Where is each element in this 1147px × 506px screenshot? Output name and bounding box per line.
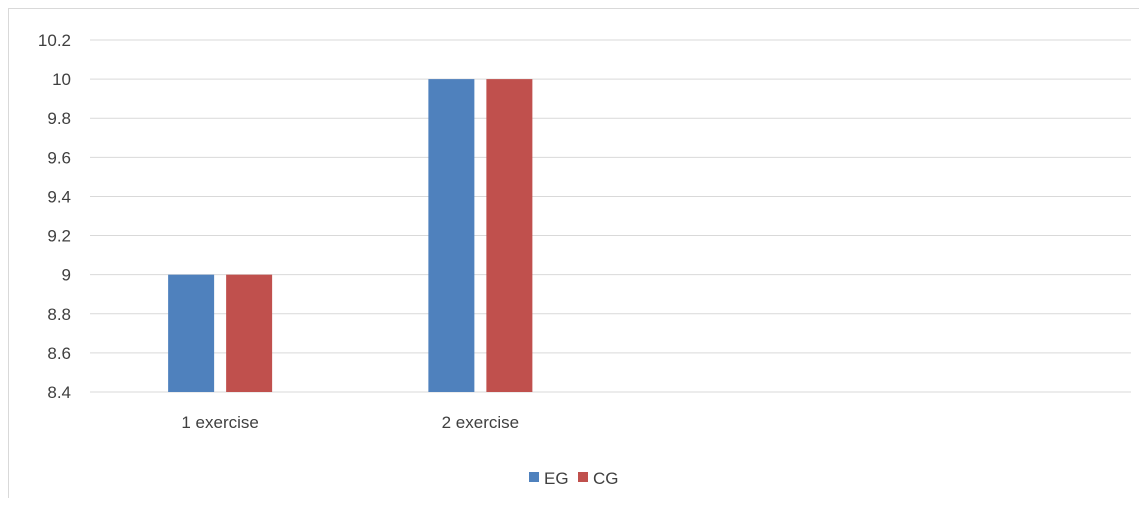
y-axis-ticks: 8.4 8.6 8.8 9 9.2 9.4 9.6 9.8 10 10.2 — [38, 31, 71, 402]
y-tick-label: 9.2 — [47, 227, 71, 246]
y-tick-label: 8.4 — [47, 383, 71, 402]
legend: EG CG — [529, 469, 619, 488]
bar-eg-2 — [428, 79, 475, 392]
legend-label-cg: CG — [593, 469, 619, 488]
legend-swatch-cg — [578, 472, 588, 482]
y-tick-label: 9.4 — [47, 187, 71, 206]
x-axis-ticks: 1 exercise 2 exercise — [181, 413, 519, 432]
y-tick-label: 9.6 — [47, 148, 71, 167]
y-tick-label: 10.2 — [38, 31, 71, 50]
chart-frame — [8, 8, 1139, 498]
y-tick-label: 9.8 — [47, 109, 71, 128]
bar-cg-1 — [226, 274, 273, 392]
legend-label-eg: EG — [544, 469, 569, 488]
y-tick-label: 8.6 — [47, 344, 71, 363]
y-tick-label: 9 — [62, 266, 71, 285]
x-tick-label: 1 exercise — [181, 413, 258, 432]
bar-eg-1 — [168, 274, 215, 392]
legend-swatch-eg — [529, 472, 539, 482]
x-tick-label: 2 exercise — [442, 413, 519, 432]
y-tick-label: 10 — [52, 70, 71, 89]
y-tick-label: 8.8 — [47, 305, 71, 324]
bars — [168, 79, 533, 392]
bar-cg-2 — [486, 79, 533, 392]
gridlines — [90, 39, 1131, 393]
